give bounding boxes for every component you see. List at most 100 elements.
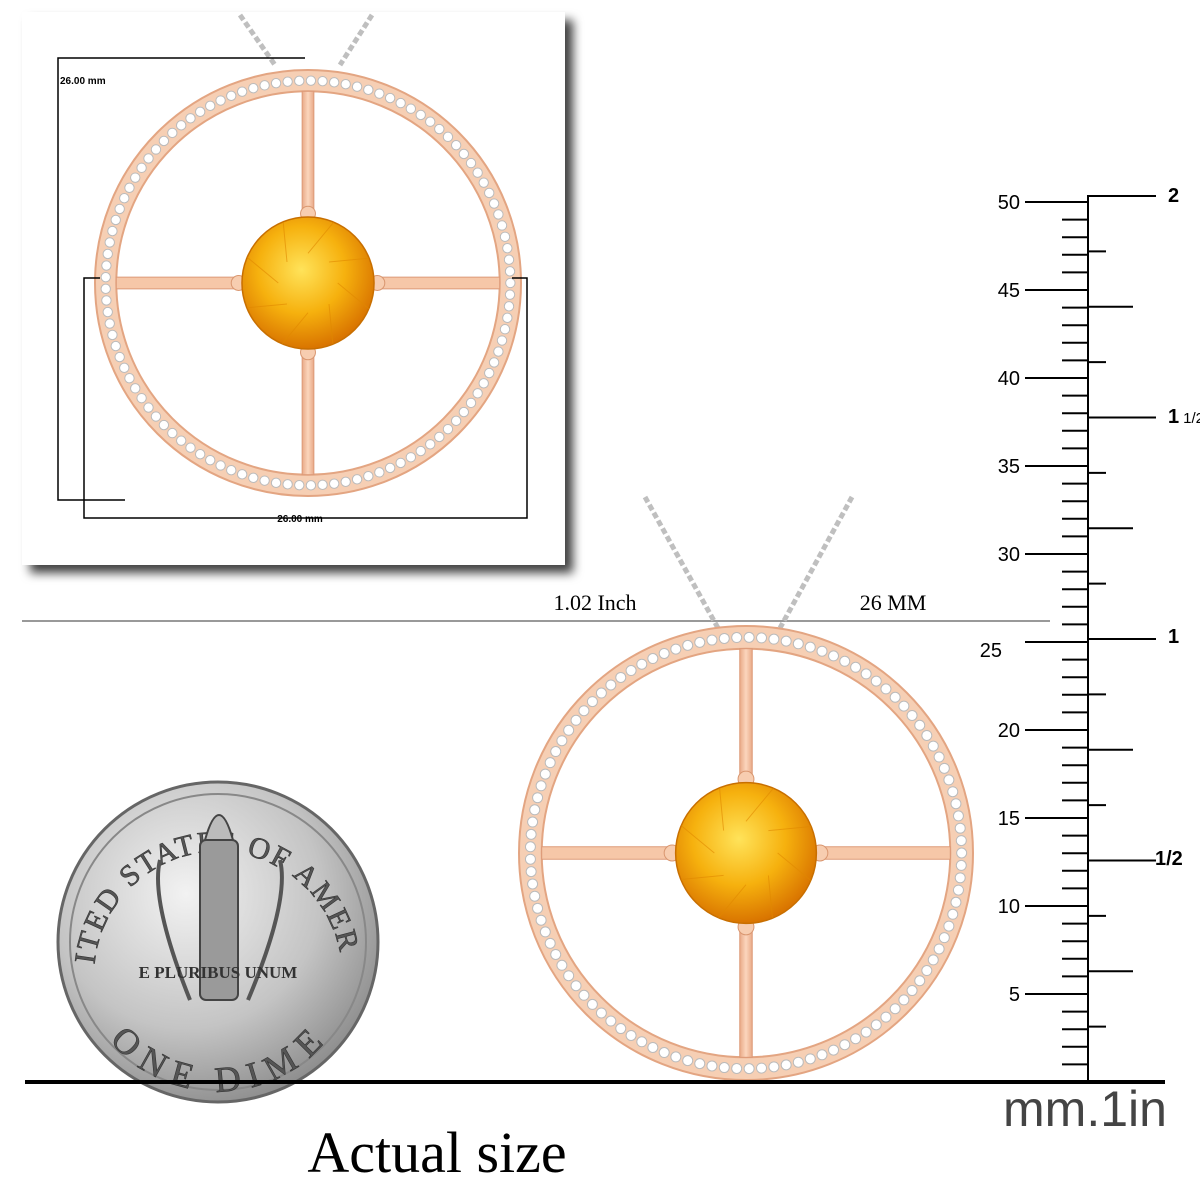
chain [777,495,855,630]
diamond [503,301,515,312]
diamond [839,1039,851,1051]
inch-label: 1 1/2 [1168,406,1200,428]
gem-facet [745,787,774,822]
diamond [194,106,206,117]
diamond [636,1036,648,1048]
diamond [906,709,918,721]
diamond [544,757,556,769]
diamond [938,762,950,774]
diamond [259,475,270,486]
gem-facet [719,787,725,831]
diamond [270,477,282,488]
diamond [282,76,293,87]
inch-label-fraction: 1/2 [1183,410,1200,427]
diamond [226,465,237,476]
gem [674,781,818,925]
diamond [570,714,582,726]
diamond [363,470,374,482]
diamond [527,816,539,828]
diamond [731,1062,743,1074]
gem-facet [337,282,370,310]
inch-measure: 1.02 Inch [553,590,636,615]
diamond [484,187,495,199]
diamond [694,636,706,648]
diamond [415,109,426,121]
diamond [792,1056,804,1068]
diamond [124,373,135,384]
diamond [405,452,417,463]
diamond [889,1003,901,1015]
mm-measure: 26 MM [860,590,927,615]
diamond [933,751,945,763]
diamond [450,415,462,427]
diamond [143,153,154,164]
diamond [107,329,118,341]
gem [241,216,375,350]
diamond [950,896,962,908]
diamond [465,157,477,169]
diamond [119,193,130,204]
chain [337,13,375,67]
diamond [743,631,755,643]
diamond [450,139,462,151]
diamond [101,295,112,306]
diamond [395,457,406,469]
diamond [595,1007,607,1019]
diamond [415,445,426,457]
gem-facet [282,221,288,263]
diamond [248,472,259,483]
diamond [488,198,500,209]
gem-facet [768,826,812,832]
diamond [625,665,637,677]
diamond [340,476,351,487]
diamond [914,719,926,731]
diamond [563,724,575,736]
diamond [317,479,328,491]
inch-label-main: 1/2 [1155,848,1183,870]
diamond [114,351,125,363]
caption: Actual size [307,1120,566,1185]
diamond [150,411,162,422]
ruler [1025,195,1156,1082]
diamond [889,691,901,703]
diamond [305,480,317,491]
diamond [921,729,933,741]
diamond [110,340,121,352]
diamond [524,841,536,853]
diamond [425,116,436,127]
diamond [259,80,270,91]
diamond [434,431,445,443]
chain [642,495,721,630]
diamond [828,1044,840,1056]
gem-facet [281,312,309,345]
diamond [176,435,187,446]
diamond [102,306,113,318]
diamond [478,177,489,188]
diamond [158,419,170,431]
diamond [804,641,816,653]
diamond [880,1011,892,1023]
diamond [956,847,968,859]
diamond [104,237,115,248]
diamond [107,225,118,237]
inch-label-main: 2 [1168,185,1179,207]
diamond [718,632,730,644]
diamond [496,220,508,231]
diamond [442,423,454,435]
diamond [458,406,470,418]
mm-label: 25 [980,640,1002,662]
diamond [792,638,804,650]
diamond [384,462,396,474]
diamond [816,645,828,657]
diamond [405,103,417,114]
diamond [176,120,187,131]
diamond [185,113,196,124]
diamond [880,683,892,695]
diamond [472,388,483,399]
diamond [104,318,115,329]
diamond [756,1062,768,1074]
inch-label: 1 [1168,626,1179,648]
diamond [615,671,627,683]
diamond [898,994,910,1006]
